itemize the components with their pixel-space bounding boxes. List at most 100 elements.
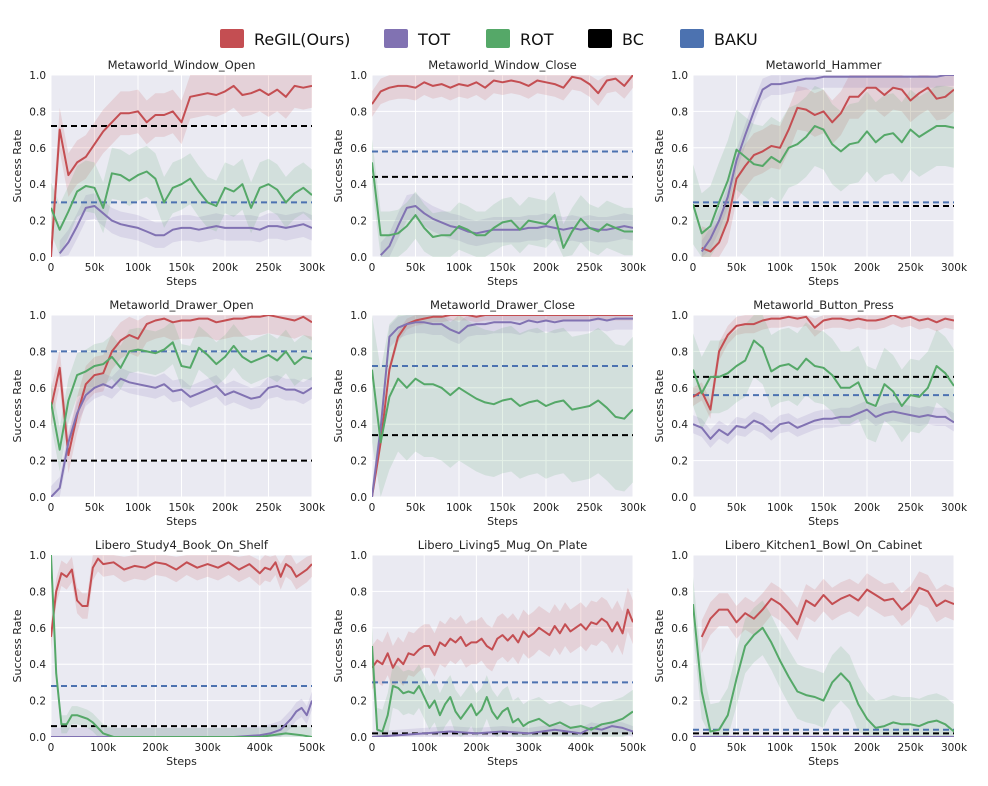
legend-item-tot: TOT [384,29,450,49]
y-tick-label: 0.2 [350,456,367,468]
line-rot [693,339,954,407]
y-tick-label: 0.6 [671,383,688,395]
y-tick-label: 0.0 [350,732,367,744]
x-tick-label: 0 [48,502,55,514]
y-tick-label: 0.8 [29,346,46,358]
band-regil-ours [693,315,954,419]
y-tick-label: 0.6 [350,143,367,155]
x-tick-label: 400k [568,742,595,754]
plot-content [51,75,312,257]
x-tick-label: 150k [810,742,837,754]
x-tick-label: 200k [533,502,560,514]
x-axis-label: Steps [808,755,839,768]
chart-title: Metaworld_Drawer_Open [109,298,253,312]
y-tick-label: 0.4 [350,179,367,191]
y-tick-label: 0.6 [671,623,688,635]
chart-panel-metaworld-hammer: Metaworld_Hammer 0.0 0.2 0.4 0.6 0.8 1.0 0 50k 10… [653,58,968,288]
x-tick-label: 200k [854,262,881,274]
y-tick-label: 0.0 [350,252,367,264]
line-tot [372,725,633,737]
x-tick-label: 250k [255,502,282,514]
x-axis-label: Steps [166,755,197,768]
x-axis-label: Steps [166,515,197,528]
line-regil-ours [372,315,633,497]
y-tick-label: 0.2 [671,216,688,228]
x-tick-label: 100k [767,742,794,754]
x-tick-label: 200k [212,502,239,514]
band-regil-ours [372,587,633,690]
y-tick-label: 0.0 [671,252,688,264]
y-tick-label: 1.0 [29,70,46,82]
legend-label-bc: BC [622,30,644,49]
x-axis-label: Steps [808,275,839,288]
y-tick-label: 1.0 [671,70,688,82]
chart-panel-libero-kitchen1-bowl-on-cabinet: Libero_Kitchen1_Bowl_On_Cabinet 0.0 0.2 0.4… [653,538,968,768]
y-tick-label: 0.2 [350,216,367,228]
line-regil-ours [701,86,954,253]
chart-panel-libero-living5-mug-on-plate: Libero_Living5_Mug_On_Plate 0.0 0.2 0.4 0.6 0… [332,538,647,768]
x-tick-label: 100k [446,502,473,514]
legend-label-tot: TOT [417,30,450,49]
line-regil-ours [700,586,954,638]
y-tick-label: 0.4 [350,659,367,671]
band-regil-ours [51,315,312,474]
band-tot [380,193,633,257]
x-axis-label: Steps [808,515,839,528]
y-tick-label: 0.4 [671,659,688,671]
y-tick-label: 0.4 [350,419,367,431]
panels: Metaworld_Window_Open 0.0 0.2 0.4 0.6 0.8 1.0 0… [11,58,968,768]
legend-item-regil-ours: ReGIL(Ours) [220,29,350,49]
line-rot [693,604,954,733]
y-tick-label: 1.0 [671,550,688,562]
line-tot [693,408,954,440]
x-tick-label: 300k [620,262,647,274]
y-tick-label: 0.2 [29,456,46,468]
x-tick-label: 500k [620,742,647,754]
x-tick-label: 100k [767,502,794,514]
y-tick-label: 0.6 [350,383,367,395]
chart-title: Metaworld_Window_Open [108,58,256,72]
line-regil-ours [51,84,312,257]
y-tick-label: 0.8 [350,106,367,118]
band-regil-ours [51,75,312,257]
y-tick-label: 1.0 [350,550,367,562]
band-regil-ours [701,571,954,654]
x-tick-label: 100k [411,742,438,754]
x-tick-label: 50k [406,502,426,514]
y-tick-label: 0.0 [29,732,46,744]
legend-swatch-baku [680,29,704,48]
x-tick-label: 250k [897,742,924,754]
legend-item-rot: ROT [486,29,554,49]
y-tick-label: 0.8 [350,586,367,598]
line-tot [372,317,633,497]
x-tick-label: 50k [727,502,747,514]
y-axis-label: Success Rate [332,129,345,202]
x-tick-label: 250k [576,262,603,274]
y-axis-label: Success Rate [11,369,24,442]
x-axis-label: Steps [487,755,518,768]
x-tick-label: 150k [810,502,837,514]
chart-title: Libero_Kitchen1_Bowl_On_Cabinet [725,538,923,552]
line-rot [693,125,954,235]
line-rot [372,645,633,733]
y-tick-label: 0.6 [29,383,46,395]
band-rot [693,85,954,257]
y-axis-label: Success Rate [11,609,24,682]
chart-title: Metaworld_Window_Close [428,58,576,72]
line-regil-ours [372,75,633,105]
legend-label-baku: BAKU [714,30,758,49]
x-tick-label: 0 [369,742,376,754]
y-tick-label: 1.0 [671,310,688,322]
y-axis-label: Success Rate [332,369,345,442]
y-tick-label: 0.8 [29,106,46,118]
y-tick-label: 0.0 [29,252,46,264]
legend-swatch-regil-ours [220,29,244,48]
band-tot [59,193,312,257]
plot-content [51,315,312,497]
plot-content [693,75,954,257]
y-tick-label: 0.0 [29,492,46,504]
x-tick-label: 0 [690,262,697,274]
legend: ReGIL(Ours) TOT ROT BC BAKU [220,29,758,49]
plot-content [372,75,633,257]
x-tick-label: 0 [369,502,376,514]
